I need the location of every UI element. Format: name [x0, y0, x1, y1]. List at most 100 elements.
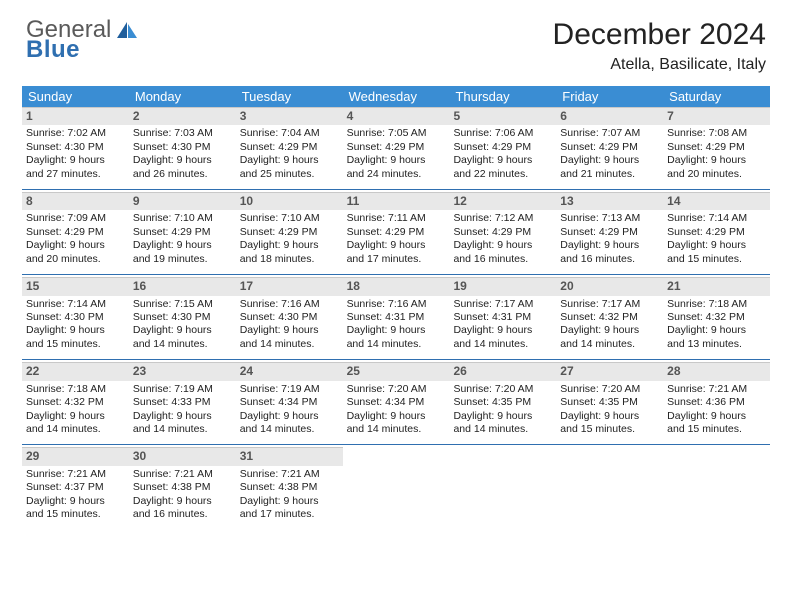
day-number: 1 [22, 107, 129, 125]
daylight-line: Daylight: 9 hours and 14 minutes. [133, 324, 232, 351]
daylight-line: Daylight: 9 hours and 27 minutes. [26, 154, 125, 181]
sunrise-line: Sunrise: 7:21 AM [240, 468, 339, 481]
daylight-line: Daylight: 9 hours and 20 minutes. [667, 154, 766, 181]
daylight-line: Daylight: 9 hours and 14 minutes. [26, 410, 125, 437]
daylight-line: Daylight: 9 hours and 14 minutes. [240, 324, 339, 351]
sunrise-line: Sunrise: 7:19 AM [240, 383, 339, 396]
dow-header-cell: Saturday [663, 86, 770, 107]
day-number: 24 [236, 362, 343, 380]
week-row: 29Sunrise: 7:21 AMSunset: 4:37 PMDayligh… [22, 447, 770, 527]
sail-icon [115, 20, 139, 40]
week-row: 22Sunrise: 7:18 AMSunset: 4:32 PMDayligh… [22, 362, 770, 442]
day-number: 16 [129, 277, 236, 295]
daylight-line: Daylight: 9 hours and 16 minutes. [133, 495, 232, 522]
day-cell: 23Sunrise: 7:19 AMSunset: 4:33 PMDayligh… [129, 362, 236, 442]
day-cell: 5Sunrise: 7:06 AMSunset: 4:29 PMDaylight… [449, 107, 556, 187]
title-block: December 2024 Atella, Basilicate, Italy [553, 18, 766, 74]
day-cell: 24Sunrise: 7:19 AMSunset: 4:34 PMDayligh… [236, 362, 343, 442]
calendar: SundayMondayTuesdayWednesdayThursdayFrid… [0, 74, 792, 528]
sunset-line: Sunset: 4:31 PM [453, 311, 552, 324]
daylight-line: Daylight: 9 hours and 20 minutes. [26, 239, 125, 266]
sunrise-line: Sunrise: 7:14 AM [667, 212, 766, 225]
sunrise-line: Sunrise: 7:04 AM [240, 127, 339, 140]
sunset-line: Sunset: 4:38 PM [240, 481, 339, 494]
sunset-line: Sunset: 4:30 PM [240, 311, 339, 324]
daylight-line: Daylight: 9 hours and 14 minutes. [347, 324, 446, 351]
sunrise-line: Sunrise: 7:16 AM [240, 298, 339, 311]
dow-header-cell: Thursday [449, 86, 556, 107]
day-number: 3 [236, 107, 343, 125]
sunrise-line: Sunrise: 7:10 AM [240, 212, 339, 225]
sunset-line: Sunset: 4:29 PM [240, 141, 339, 154]
sunrise-line: Sunrise: 7:08 AM [667, 127, 766, 140]
sunrise-line: Sunrise: 7:12 AM [453, 212, 552, 225]
header: General Blue December 2024 Atella, Basil… [0, 0, 792, 74]
day-number: 29 [22, 447, 129, 465]
sunset-line: Sunset: 4:29 PM [347, 141, 446, 154]
daylight-line: Daylight: 9 hours and 16 minutes. [453, 239, 552, 266]
dow-header-cell: Monday [129, 86, 236, 107]
day-cell-empty [663, 447, 770, 527]
day-cell: 9Sunrise: 7:10 AMSunset: 4:29 PMDaylight… [129, 192, 236, 272]
sunrise-line: Sunrise: 7:18 AM [26, 383, 125, 396]
day-cell: 12Sunrise: 7:12 AMSunset: 4:29 PMDayligh… [449, 192, 556, 272]
day-cell-empty [556, 447, 663, 527]
daylight-line: Daylight: 9 hours and 24 minutes. [347, 154, 446, 181]
day-number: 2 [129, 107, 236, 125]
day-number: 9 [129, 192, 236, 210]
sunset-line: Sunset: 4:35 PM [560, 396, 659, 409]
day-number: 8 [22, 192, 129, 210]
sunrise-line: Sunrise: 7:19 AM [133, 383, 232, 396]
day-cell: 14Sunrise: 7:14 AMSunset: 4:29 PMDayligh… [663, 192, 770, 272]
daylight-line: Daylight: 9 hours and 14 minutes. [453, 410, 552, 437]
daylight-line: Daylight: 9 hours and 17 minutes. [347, 239, 446, 266]
dow-header-cell: Tuesday [236, 86, 343, 107]
daylight-line: Daylight: 9 hours and 18 minutes. [240, 239, 339, 266]
sunset-line: Sunset: 4:31 PM [347, 311, 446, 324]
sunrise-line: Sunrise: 7:02 AM [26, 127, 125, 140]
sunset-line: Sunset: 4:30 PM [26, 141, 125, 154]
sunrise-line: Sunrise: 7:14 AM [26, 298, 125, 311]
sunset-line: Sunset: 4:32 PM [667, 311, 766, 324]
day-cell: 22Sunrise: 7:18 AMSunset: 4:32 PMDayligh… [22, 362, 129, 442]
day-number: 21 [663, 277, 770, 295]
day-cell: 1 Sunrise: 7:02 AMSunset: 4:30 PMDaylight… [22, 107, 129, 187]
sunset-line: Sunset: 4:29 PM [560, 226, 659, 239]
daylight-line: Daylight: 9 hours and 15 minutes. [26, 495, 125, 522]
daylight-line: Daylight: 9 hours and 22 minutes. [453, 154, 552, 181]
sunset-line: Sunset: 4:33 PM [133, 396, 232, 409]
day-number: 5 [449, 107, 556, 125]
sunrise-line: Sunrise: 7:03 AM [133, 127, 232, 140]
sunrise-line: Sunrise: 7:05 AM [347, 127, 446, 140]
daylight-line: Daylight: 9 hours and 15 minutes. [26, 324, 125, 351]
day-cell: 21Sunrise: 7:18 AMSunset: 4:32 PMDayligh… [663, 277, 770, 357]
day-cell-empty [449, 447, 556, 527]
daylight-line: Daylight: 9 hours and 16 minutes. [560, 239, 659, 266]
day-number: 7 [663, 107, 770, 125]
day-cell: 18Sunrise: 7:16 AMSunset: 4:31 PMDayligh… [343, 277, 450, 357]
daylight-line: Daylight: 9 hours and 14 minutes. [133, 410, 232, 437]
sunrise-line: Sunrise: 7:21 AM [133, 468, 232, 481]
sunrise-line: Sunrise: 7:16 AM [347, 298, 446, 311]
daylight-line: Daylight: 9 hours and 13 minutes. [667, 324, 766, 351]
day-number: 17 [236, 277, 343, 295]
day-cell: 29Sunrise: 7:21 AMSunset: 4:37 PMDayligh… [22, 447, 129, 527]
sunset-line: Sunset: 4:29 PM [560, 141, 659, 154]
day-cell-empty [343, 447, 450, 527]
day-cell: 6Sunrise: 7:07 AMSunset: 4:29 PMDaylight… [556, 107, 663, 187]
daylight-line: Daylight: 9 hours and 14 minutes. [453, 324, 552, 351]
dow-header-row: SundayMondayTuesdayWednesdayThursdayFrid… [22, 86, 770, 107]
title-location: Atella, Basilicate, Italy [553, 56, 766, 74]
sunset-line: Sunset: 4:29 PM [240, 226, 339, 239]
day-number: 13 [556, 192, 663, 210]
day-cell: 4 Sunrise: 7:05 AMSunset: 4:29 PMDaylight… [343, 107, 450, 187]
daylight-line: Daylight: 9 hours and 17 minutes. [240, 495, 339, 522]
daylight-line: Daylight: 9 hours and 15 minutes. [560, 410, 659, 437]
day-number: 10 [236, 192, 343, 210]
sunrise-line: Sunrise: 7:20 AM [347, 383, 446, 396]
daylight-line: Daylight: 9 hours and 15 minutes. [667, 410, 766, 437]
day-cell: 13Sunrise: 7:13 AMSunset: 4:29 PMDayligh… [556, 192, 663, 272]
sunrise-line: Sunrise: 7:10 AM [133, 212, 232, 225]
sunset-line: Sunset: 4:29 PM [26, 226, 125, 239]
day-number: 4 [343, 107, 450, 125]
